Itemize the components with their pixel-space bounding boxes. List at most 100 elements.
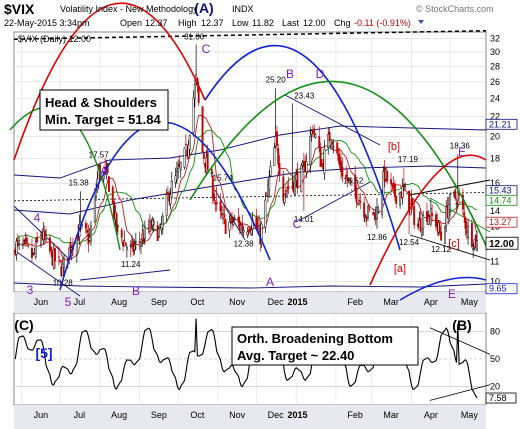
price-label: 12.12	[431, 245, 452, 254]
candle-body	[358, 200, 360, 206]
candle-body	[138, 241, 141, 243]
candle-body	[449, 193, 452, 210]
price-tag-box	[485, 194, 518, 206]
price-label: 17.19	[398, 155, 419, 164]
candle-body	[32, 253, 35, 255]
x-tick-label: May	[461, 297, 479, 307]
candle-body	[367, 206, 369, 218]
candle-body	[57, 256, 60, 258]
x-tick-label: 2015	[287, 410, 307, 420]
candle-body	[463, 212, 466, 217]
candle-body	[467, 225, 469, 238]
x-tick-label: Jul	[74, 410, 86, 420]
change-value: -0.11 (-0.91%)	[354, 18, 411, 28]
price-tick-label: 14	[490, 206, 500, 216]
price-tick-label: 32	[490, 33, 500, 43]
candle-body	[476, 240, 478, 251]
exchange-name: INDX	[232, 4, 254, 14]
candle-body	[93, 192, 96, 222]
candle-body	[401, 186, 404, 198]
candle-body	[268, 177, 271, 190]
price-tick-label: 11	[490, 256, 499, 266]
candle-body	[219, 200, 222, 212]
trend-line	[79, 269, 171, 281]
candle-body	[213, 193, 216, 201]
candle-body	[323, 149, 326, 175]
candle-body	[39, 234, 42, 245]
x-axis-strip-top	[14, 292, 486, 313]
candle-body	[183, 147, 186, 168]
candle-body	[364, 217, 367, 222]
date-axis-ticks: Jun Jun Jul Jul Aug Aug Sep Sep Oct Oct Nov Nov Dec D…	[34, 297, 479, 420]
candle-body	[340, 160, 343, 173]
candle-body	[390, 179, 393, 184]
candle-body	[50, 247, 53, 251]
oscillator-trend-line	[429, 384, 491, 401]
candle-body	[313, 128, 316, 134]
candle-body	[63, 257, 65, 268]
candle-body	[237, 217, 240, 223]
candle-body	[246, 231, 249, 236]
x-tick-label: Dec	[268, 410, 285, 420]
candle-body	[444, 227, 446, 244]
wave-label: (A)	[194, 0, 213, 16]
x-tick-label: Aug	[111, 410, 127, 420]
candle-body	[458, 193, 461, 196]
price-tag-label: 9.65	[489, 284, 507, 294]
wave-label: A	[100, 164, 108, 178]
candle-body	[59, 259, 62, 262]
open-label: Open	[120, 18, 142, 28]
candle-body	[161, 215, 164, 229]
candle-body	[169, 194, 172, 205]
candle-body	[18, 240, 21, 245]
last-value-tag-box	[485, 236, 519, 250]
candle-body	[413, 206, 416, 225]
low-value: 11.82	[252, 18, 274, 28]
hs-annotation-line2: Min. Target = 51.84	[45, 112, 161, 127]
datetime: 22-May-2015 3:34pm	[4, 18, 90, 28]
x-tick-label: Nov	[229, 410, 246, 420]
candle-body	[129, 244, 132, 248]
candle-body	[269, 165, 272, 176]
candle-body	[233, 217, 236, 220]
candle-body	[165, 194, 168, 216]
wave-label: B	[286, 67, 294, 81]
price-tag-box	[485, 216, 518, 228]
broadening-upper-line	[409, 179, 491, 196]
candle-body	[211, 175, 214, 198]
candle-body	[260, 223, 263, 244]
candle-body	[27, 244, 30, 247]
oscillator-tick-label: 20	[490, 382, 500, 392]
chevron-down-icon[interactable]	[418, 20, 424, 24]
candle-body	[15, 240, 18, 255]
x-tick-label: Oct	[190, 410, 205, 420]
candle-body	[142, 236, 145, 243]
candle-body	[273, 147, 276, 166]
wave-label: E	[458, 145, 466, 159]
candle-body	[359, 200, 362, 203]
candle-body	[341, 166, 344, 177]
low-label: Low	[232, 18, 249, 28]
wave-label: C	[202, 42, 211, 56]
wave-label: B	[132, 284, 140, 298]
x-tick-label: Sep	[151, 297, 167, 307]
candle-body	[331, 142, 334, 145]
candle-body	[202, 153, 205, 159]
oscillator-tick-label: 50	[490, 354, 500, 364]
last-value-tag: 12.00	[489, 239, 514, 250]
candle-body	[461, 194, 464, 210]
candle-body	[150, 224, 153, 229]
blue-arc	[399, 276, 487, 301]
candle-body	[140, 242, 142, 247]
candle-body	[215, 202, 218, 205]
candle-body	[431, 213, 434, 217]
candle-body	[90, 225, 92, 242]
price-tick-label: 24	[490, 93, 500, 103]
candle-body	[336, 142, 339, 154]
candle-body	[284, 191, 287, 194]
candle-body	[275, 131, 278, 147]
candle-body	[363, 202, 366, 218]
candle-body	[201, 106, 204, 153]
x-axis-strip-bottom	[14, 405, 486, 429]
